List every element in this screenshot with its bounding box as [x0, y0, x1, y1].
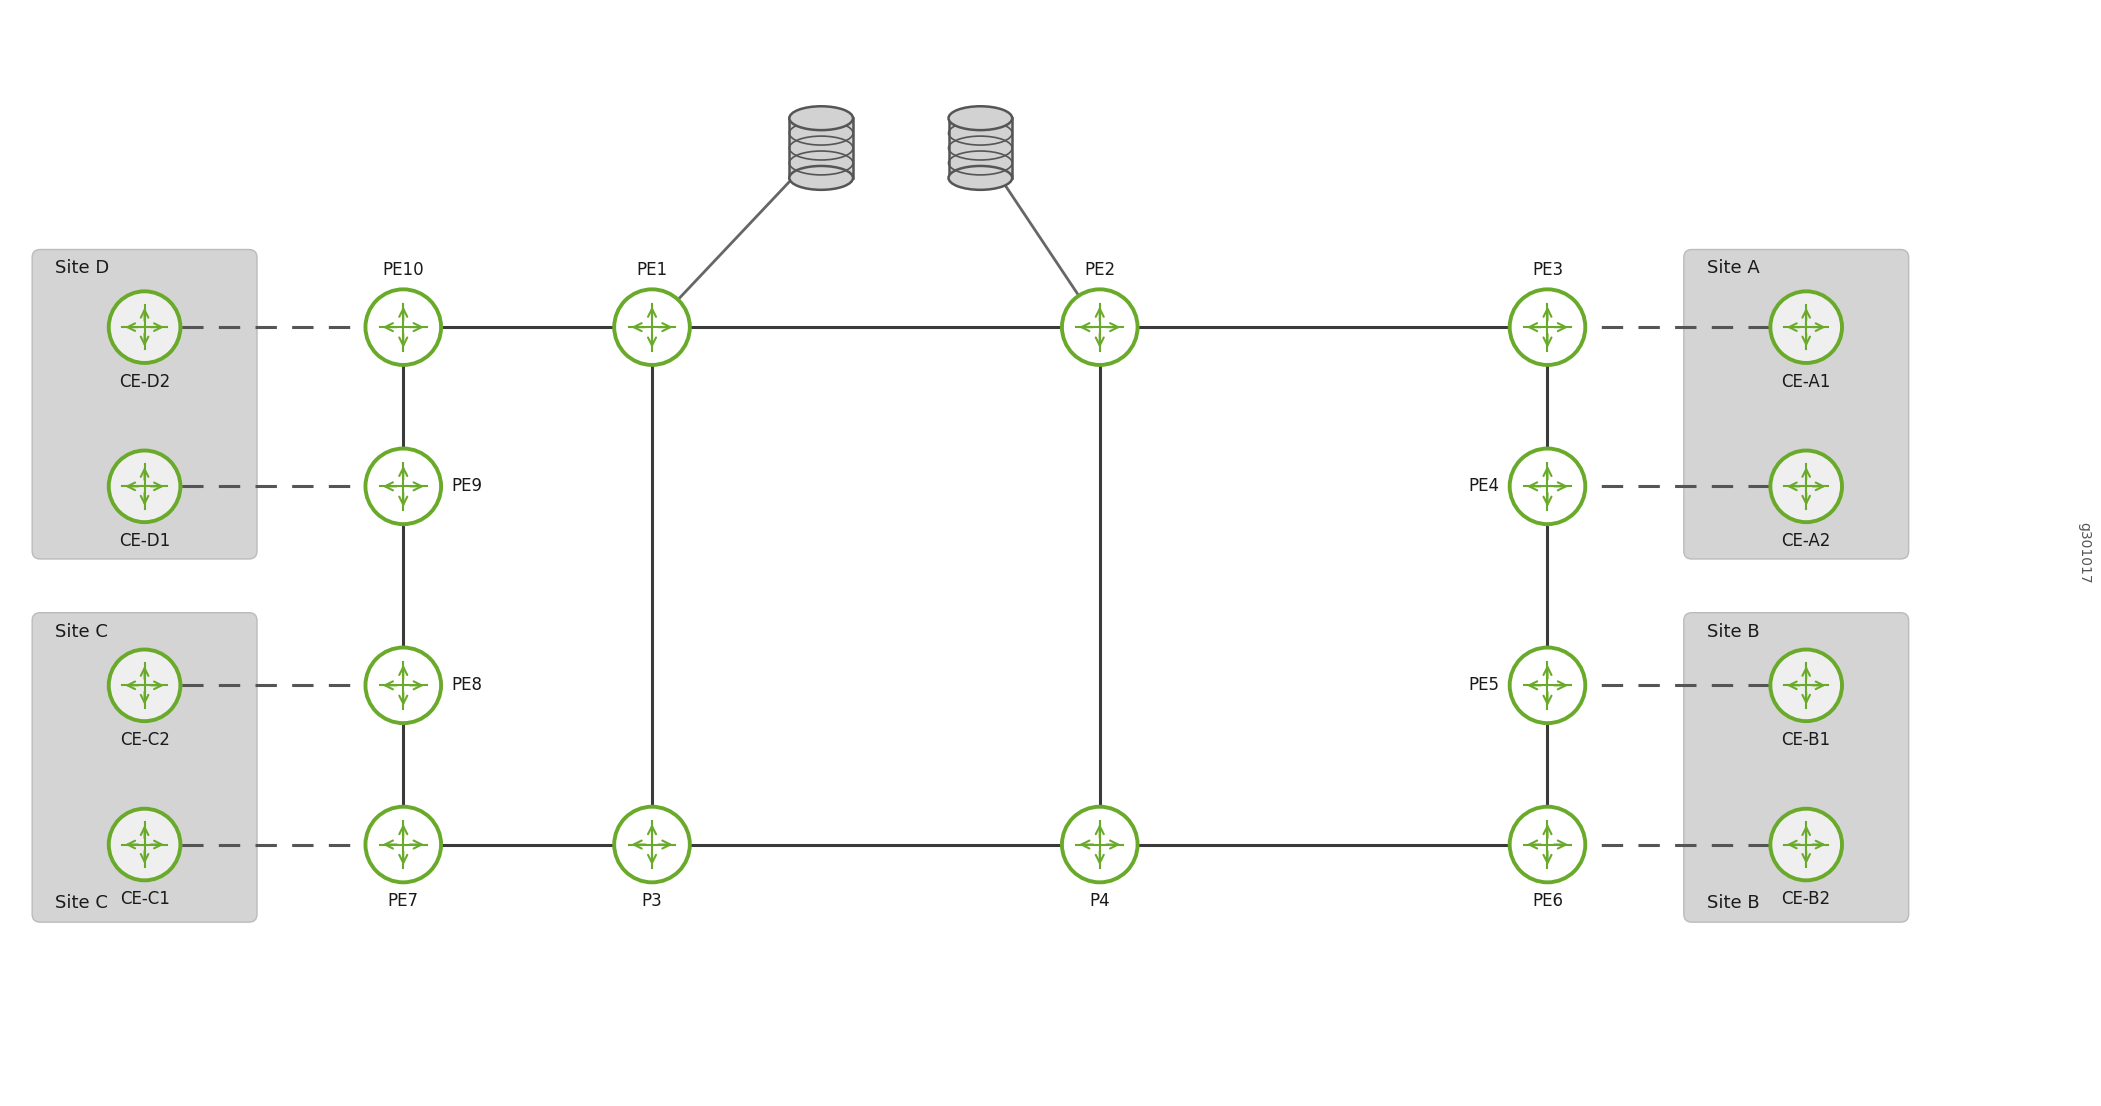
Circle shape — [1771, 808, 1843, 880]
Circle shape — [366, 290, 441, 365]
Text: PE4: PE4 — [1469, 478, 1500, 495]
Circle shape — [366, 806, 441, 883]
Circle shape — [109, 808, 181, 880]
FancyBboxPatch shape — [32, 250, 256, 559]
Text: CE-A1: CE-A1 — [1782, 373, 1830, 390]
Text: PE2: PE2 — [1084, 261, 1116, 280]
Ellipse shape — [948, 166, 1013, 190]
Text: PE5: PE5 — [1469, 677, 1500, 695]
Text: CE-C1: CE-C1 — [120, 890, 170, 908]
FancyBboxPatch shape — [948, 118, 1013, 178]
Circle shape — [1061, 290, 1137, 365]
FancyBboxPatch shape — [1683, 250, 1908, 559]
Circle shape — [109, 649, 181, 721]
Text: PE3: PE3 — [1532, 261, 1563, 280]
FancyBboxPatch shape — [790, 118, 853, 178]
Text: CE-A2: CE-A2 — [1782, 532, 1830, 550]
Ellipse shape — [790, 166, 853, 190]
Text: Site C: Site C — [55, 894, 107, 912]
Text: CE-B2: CE-B2 — [1782, 890, 1830, 908]
Text: Site A: Site A — [1706, 260, 1759, 278]
FancyBboxPatch shape — [32, 613, 256, 922]
Text: g301017: g301017 — [2076, 522, 2090, 584]
Text: Site B: Site B — [1706, 623, 1759, 640]
Text: Site C: Site C — [55, 623, 107, 640]
Text: PE8: PE8 — [452, 677, 481, 695]
Circle shape — [109, 450, 181, 522]
FancyBboxPatch shape — [1683, 613, 1908, 922]
Text: Site D: Site D — [55, 260, 109, 278]
Circle shape — [613, 290, 689, 365]
Text: P4: P4 — [1090, 893, 1109, 910]
Circle shape — [1511, 290, 1586, 365]
Ellipse shape — [790, 106, 853, 131]
Circle shape — [109, 291, 181, 363]
Text: PE6: PE6 — [1532, 893, 1563, 910]
Text: PE10: PE10 — [382, 261, 424, 280]
Circle shape — [366, 647, 441, 723]
Circle shape — [1771, 450, 1843, 522]
Text: PE9: PE9 — [452, 478, 481, 495]
Text: P3: P3 — [641, 893, 662, 910]
Text: PE1: PE1 — [637, 261, 668, 280]
Circle shape — [1511, 806, 1586, 883]
Text: CE-C2: CE-C2 — [120, 731, 170, 749]
Circle shape — [613, 806, 689, 883]
Circle shape — [1771, 649, 1843, 721]
Circle shape — [1061, 806, 1137, 883]
Circle shape — [366, 449, 441, 524]
Text: Site B: Site B — [1706, 894, 1759, 912]
Text: CE-D1: CE-D1 — [120, 532, 170, 550]
Circle shape — [1511, 449, 1586, 524]
Ellipse shape — [948, 106, 1013, 131]
Circle shape — [1771, 291, 1843, 363]
Text: CE-D2: CE-D2 — [120, 373, 170, 390]
Circle shape — [1511, 647, 1586, 723]
Text: CE-B1: CE-B1 — [1782, 731, 1830, 749]
Text: PE7: PE7 — [389, 893, 418, 910]
